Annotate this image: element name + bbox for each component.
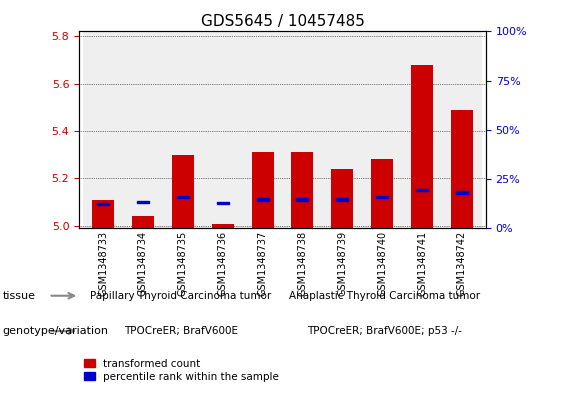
- Bar: [402, 31, 442, 228]
- Bar: [242, 31, 282, 228]
- Text: TPOCreER; BrafV600E; p53 -/-: TPOCreER; BrafV600E; p53 -/-: [307, 326, 462, 336]
- Bar: [203, 31, 242, 228]
- Text: Papillary Thyroid Carcinoma tumor: Papillary Thyroid Carcinoma tumor: [90, 291, 271, 301]
- Bar: [442, 31, 482, 228]
- Bar: [416, 189, 428, 191]
- Bar: [137, 201, 149, 203]
- Bar: [323, 31, 362, 228]
- Bar: [251, 152, 273, 228]
- Bar: [92, 200, 114, 228]
- Legend: transformed count, percentile rank within the sample: transformed count, percentile rank withi…: [84, 359, 279, 382]
- Bar: [362, 31, 402, 228]
- Bar: [371, 159, 393, 228]
- Title: GDS5645 / 10457485: GDS5645 / 10457485: [201, 14, 364, 29]
- Bar: [282, 31, 323, 228]
- Text: tissue: tissue: [3, 291, 36, 301]
- Bar: [411, 64, 433, 228]
- Text: Anaplastic Thyroid Carcinoma tumor: Anaplastic Thyroid Carcinoma tumor: [289, 291, 480, 301]
- Bar: [376, 196, 388, 198]
- Bar: [163, 31, 203, 228]
- Bar: [331, 169, 353, 228]
- Bar: [257, 198, 268, 201]
- Bar: [123, 31, 163, 228]
- Bar: [97, 203, 109, 206]
- Bar: [456, 191, 468, 194]
- Bar: [172, 154, 194, 228]
- Bar: [451, 110, 473, 228]
- Bar: [132, 216, 154, 228]
- Text: genotype/variation: genotype/variation: [3, 326, 109, 336]
- Bar: [217, 202, 229, 204]
- Bar: [297, 198, 308, 201]
- Bar: [83, 31, 123, 228]
- Text: TPOCreER; BrafV600E: TPOCreER; BrafV600E: [124, 326, 238, 336]
- Bar: [292, 152, 314, 228]
- Bar: [336, 198, 348, 201]
- Bar: [212, 224, 234, 228]
- Bar: [177, 196, 189, 198]
